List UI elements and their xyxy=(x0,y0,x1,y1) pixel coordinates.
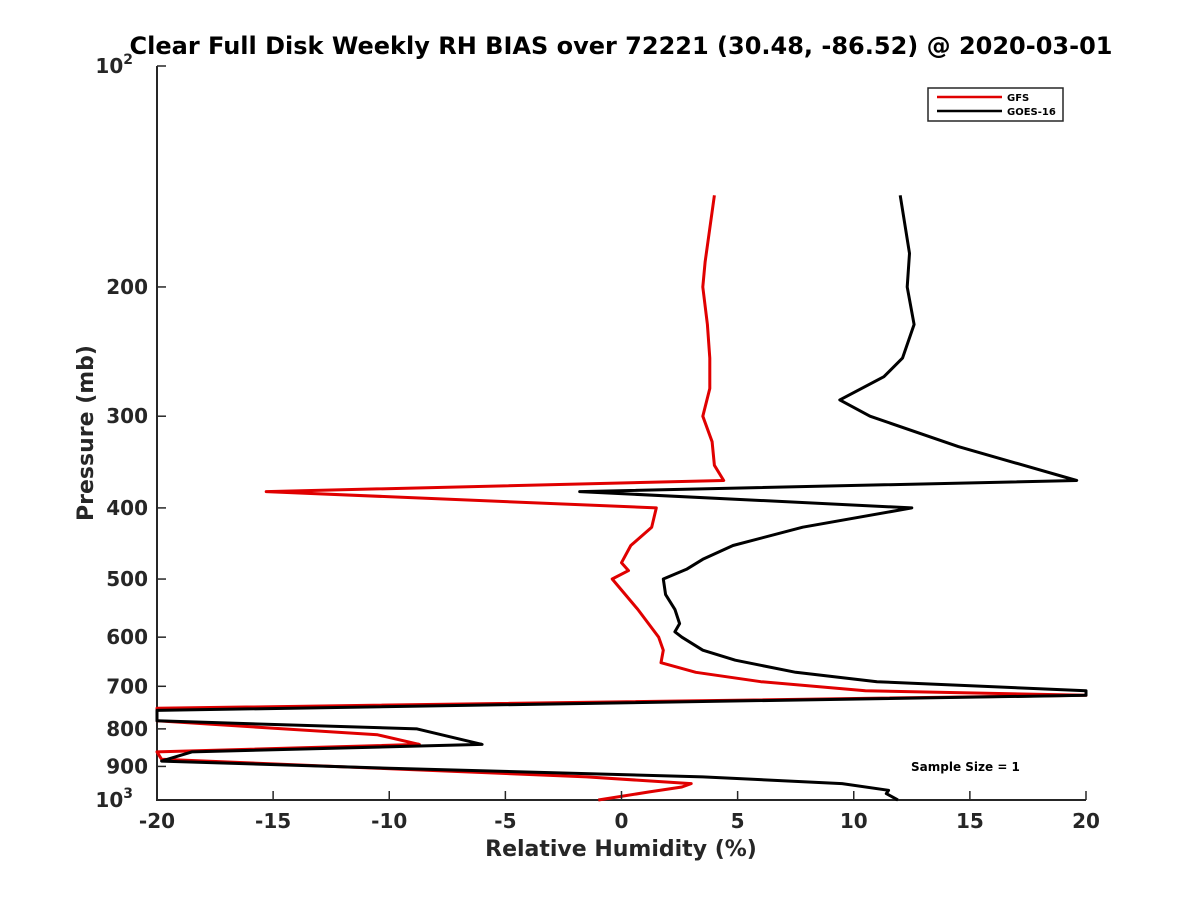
y-tick-group: 102 200 300 400 500 600 700 800 900 103 xyxy=(95,52,166,812)
x-tick-label: -15 xyxy=(255,809,291,833)
series-line-gfs xyxy=(155,195,1088,802)
series-line-goes16 xyxy=(155,195,1088,802)
x-tick-label: 10 xyxy=(840,809,868,833)
x-tick-label: -20 xyxy=(139,809,175,833)
y-tick-label: 200 xyxy=(106,275,148,299)
y-tick-label: 900 xyxy=(106,754,148,778)
series-layer xyxy=(155,195,1088,802)
x-tick-label: -10 xyxy=(371,809,407,833)
x-tick-group: -20 -15 -10 -5 0 5 10 15 20 xyxy=(139,791,1100,833)
x-tick-label: 5 xyxy=(731,809,745,833)
x-tick-label: 15 xyxy=(956,809,984,833)
x-tick-label: -5 xyxy=(494,809,516,833)
sample-size-annotation: Sample Size = 1 xyxy=(911,760,1020,774)
y-tick-label: 400 xyxy=(106,496,148,520)
legend-box xyxy=(927,87,1064,122)
plot-area: -20 -15 -10 -5 0 5 10 15 20 102 200 300 400 500 600 70… xyxy=(95,52,1100,833)
y-tick-label: 700 xyxy=(106,674,148,698)
x-axis-label: Relative Humidity (%) xyxy=(485,837,757,862)
y-tick-label: 300 xyxy=(106,404,148,428)
x-tick-label: 20 xyxy=(1072,809,1100,833)
y-tick-label: 600 xyxy=(106,625,148,649)
legend-label-goes16: GOES-16 xyxy=(1007,107,1056,118)
legend: GFS GOES-16 xyxy=(927,87,1064,122)
x-tick-label: 0 xyxy=(615,809,629,833)
chart-title: Clear Full Disk Weekly RH BIAS over 7222… xyxy=(130,32,1113,60)
y-tick-label: 800 xyxy=(106,717,148,741)
legend-label-gfs: GFS xyxy=(1007,93,1029,104)
y-tick-label: 103 xyxy=(95,786,133,812)
y-axis-label: Pressure (mb) xyxy=(74,345,99,521)
y-tick-label: 102 xyxy=(95,52,133,78)
y-tick-label: 500 xyxy=(106,567,148,591)
